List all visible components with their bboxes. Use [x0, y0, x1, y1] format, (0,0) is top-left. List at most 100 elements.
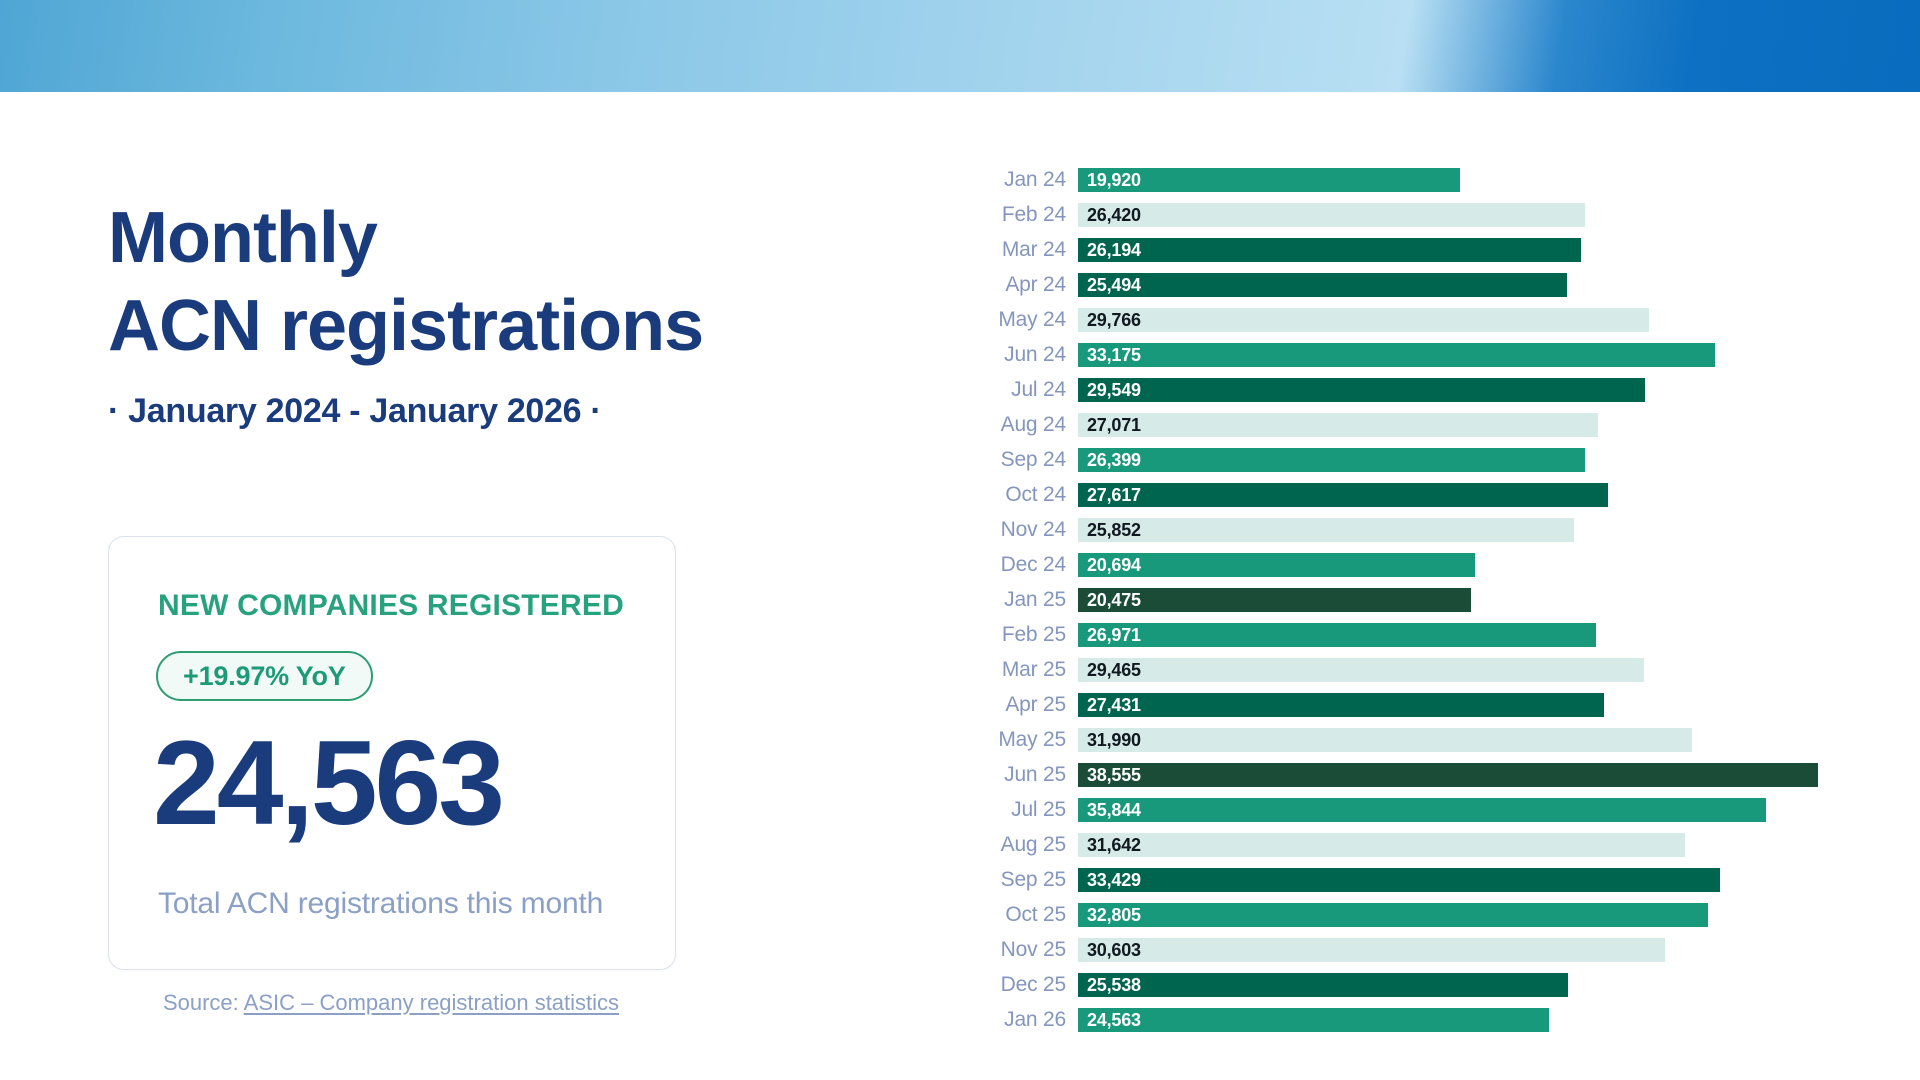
bar-category-label: Jul 24 [1011, 378, 1066, 401]
chart-row: Feb 25 26,971 [906, 623, 1846, 647]
bar-category-label: Jan 25 [1004, 588, 1066, 611]
bar-category-label: Jan 24 [1004, 168, 1066, 191]
chart-row: Nov 25 30,603 [906, 938, 1846, 962]
bar: 30,603 [1078, 938, 1666, 962]
bar-value-label: 30,603 [1087, 939, 1141, 960]
bar-value-label: 26,971 [1087, 624, 1141, 645]
chart-row: Apr 25 27,431 [906, 693, 1846, 717]
bar-category-label: Oct 25 [1005, 903, 1066, 926]
bar: 31,990 [1078, 728, 1692, 752]
bar-value-label: 31,990 [1087, 729, 1141, 750]
chart-row: Aug 25 31,642 [906, 833, 1846, 857]
page-subtitle: · January 2024 - January 2026 · [108, 392, 602, 430]
chart-row: Jan 24 19,920 [906, 168, 1846, 192]
bar: 20,475 [1078, 588, 1471, 612]
bar-value-label: 32,805 [1087, 904, 1141, 925]
bar-category-label: Sep 25 [1000, 868, 1067, 891]
bar-category-label: Jan 26 [1004, 1008, 1066, 1031]
yoy-change-badge: +19.97% YoY [156, 651, 373, 701]
bar: 27,431 [1078, 693, 1605, 717]
bar: 25,852 [1078, 518, 1575, 542]
bar-value-label: 29,549 [1087, 379, 1141, 400]
stats-card-caption: Total ACN registrations this month [158, 887, 604, 920]
bar-category-label: Dec 25 [1000, 973, 1067, 996]
chart-row: May 24 29,766 [906, 308, 1846, 332]
chart-row: Aug 24 27,071 [906, 413, 1846, 437]
bar: 27,071 [1078, 413, 1598, 437]
chart-row: Sep 24 26,399 [906, 448, 1846, 472]
bar: 32,805 [1078, 903, 1708, 927]
stats-card-heading: NEW COMPANIES REGISTERED [158, 589, 624, 622]
bar-category-label: Nov 25 [1000, 938, 1067, 961]
bar: 38,555 [1078, 763, 1818, 787]
bar-category-label: Aug 25 [1000, 833, 1067, 856]
bar: 26,194 [1078, 238, 1581, 262]
bar-value-label: 35,844 [1087, 799, 1141, 820]
bar: 33,429 [1078, 868, 1720, 892]
bar-value-label: 19,920 [1087, 169, 1141, 190]
bar-value-label: 26,420 [1087, 204, 1141, 225]
bar: 35,844 [1078, 798, 1766, 822]
bar-value-label: 31,642 [1087, 834, 1141, 855]
bar: 31,642 [1078, 833, 1686, 857]
chart-row: Jul 24 29,549 [906, 378, 1846, 402]
bar-value-label: 26,194 [1087, 239, 1141, 260]
bar-value-label: 33,429 [1087, 869, 1141, 890]
chart-row: Mar 24 26,194 [906, 238, 1846, 262]
bar-category-label: Oct 24 [1005, 483, 1066, 506]
chart-row: Jul 25 35,844 [906, 798, 1846, 822]
bar-category-label: Aug 24 [1000, 413, 1067, 436]
chart-row: Feb 24 26,420 [906, 203, 1846, 227]
bar: 26,420 [1078, 203, 1586, 227]
total-registrations-value: 24,563 [153, 716, 505, 850]
chart-row: Oct 24 27,617 [906, 483, 1846, 507]
chart-row: Apr 24 25,494 [906, 273, 1846, 297]
bar: 19,920 [1078, 168, 1461, 192]
bar-chart: Jan 24 19,920 Feb 24 26,420 Mar 24 26,194 Apr … [906, 168, 1846, 1043]
bar-value-label: 25,852 [1087, 519, 1141, 540]
bar-category-label: Jun 25 [1004, 763, 1066, 786]
chart-row: Mar 25 29,465 [906, 658, 1846, 682]
bar: 25,494 [1078, 273, 1568, 297]
bar: 27,617 [1078, 483, 1609, 507]
source-prefix: Source: [162, 990, 244, 1015]
bar: 24,563 [1078, 1008, 1550, 1032]
bar-value-label: 38,555 [1087, 764, 1141, 785]
chart-row: Nov 24 25,852 [906, 518, 1846, 542]
bar-value-label: 27,071 [1087, 414, 1141, 435]
bar-category-label: Apr 24 [1005, 273, 1066, 296]
bar: 29,549 [1078, 378, 1646, 402]
bar-value-label: 27,431 [1087, 694, 1141, 715]
chart-row: May 25 31,990 [906, 728, 1846, 752]
bar-value-label: 26,399 [1087, 449, 1141, 470]
bar-category-label: Feb 25 [1001, 623, 1066, 646]
header-banner [0, 0, 1920, 92]
bar: 29,766 [1078, 308, 1650, 332]
chart-row: Jun 25 38,555 [906, 763, 1846, 787]
bar-value-label: 24,563 [1087, 1009, 1141, 1030]
bar: 26,399 [1078, 448, 1585, 472]
bar-category-label: Sep 24 [1000, 448, 1067, 471]
chart-row: Oct 25 32,805 [906, 903, 1846, 927]
bar: 26,971 [1078, 623, 1596, 647]
chart-row: Jan 25 20,475 [906, 588, 1846, 612]
source-link[interactable]: ASIC – Company registration statistics [243, 990, 620, 1015]
stats-card: NEW COMPANIES REGISTERED +19.97% YoY 24,… [108, 536, 676, 970]
bar-value-label: 25,538 [1087, 974, 1141, 995]
bar-value-label: 20,475 [1087, 589, 1141, 610]
chart-row: Dec 25 25,538 [906, 973, 1846, 997]
bar-category-label: May 24 [998, 308, 1066, 331]
bar-category-label: Nov 24 [1000, 518, 1067, 541]
page-title: Monthly ACN registrations [108, 194, 704, 370]
bar-category-label: Jun 24 [1004, 343, 1066, 366]
page-title-line2: ACN registrations [108, 286, 704, 367]
chart-row: Sep 25 33,429 [906, 868, 1846, 892]
chart-row: Jun 24 33,175 [906, 343, 1846, 367]
bar-value-label: 29,465 [1087, 659, 1141, 680]
chart-row: Jan 26 24,563 [906, 1008, 1846, 1032]
bar-category-label: Mar 25 [1001, 658, 1066, 681]
page-title-line1: Monthly [108, 198, 378, 279]
bar: 33,175 [1078, 343, 1715, 367]
bar-value-label: 27,617 [1087, 484, 1141, 505]
bar-value-label: 29,766 [1087, 309, 1141, 330]
